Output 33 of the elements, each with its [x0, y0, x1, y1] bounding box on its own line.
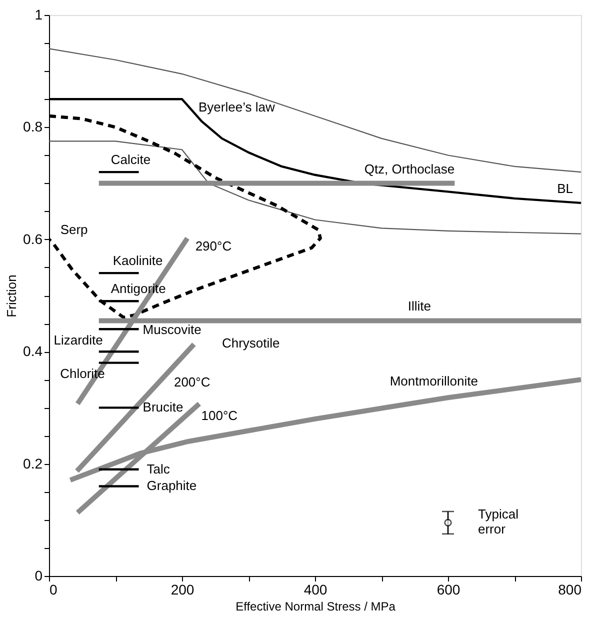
y-tick-label: 0.4 [23, 343, 43, 360]
series-label: Montmorillonite [390, 374, 478, 389]
x-tick-label: 600 [436, 582, 460, 598]
series-label: Graphite [146, 478, 197, 494]
y-tick-label: 0.6 [23, 230, 43, 247]
y-tick-label: 0 [34, 568, 43, 584]
annotation: Chrysotile [222, 335, 280, 350]
series-label: 290°C [195, 238, 232, 254]
x-tick-label: 0 [50, 582, 58, 598]
series-label: Calcite [110, 152, 151, 168]
annotation: Byerlee’s law [198, 100, 276, 115]
series-label: BL [557, 180, 573, 196]
series-label: 100°C [201, 408, 238, 423]
series-label: Kaolinite [112, 253, 163, 268]
x-tick-label: 800 [558, 582, 582, 598]
series-label: Talc [146, 461, 170, 476]
series-label: Lizardite [54, 332, 103, 348]
series-label: Qtz, Orthoclase [364, 161, 455, 176]
y-tick-label: 1 [34, 6, 43, 22]
legend-label: Chlorite [60, 366, 105, 381]
y-tick-label: 0.2 [23, 455, 43, 472]
y-tick-label: 0.8 [23, 118, 43, 135]
series-label: Antigorite [110, 281, 166, 296]
y-axis-title: Friction [4, 274, 20, 318]
series-label: Serp [60, 222, 88, 238]
x-axis-title: Effective Normal Stress / MPa [236, 600, 396, 614]
series-label: Brucite [142, 400, 184, 415]
series-label: Illite [408, 298, 431, 314]
series-label: Muscovite [142, 322, 202, 338]
text: Typical error [478, 506, 519, 537]
series-label: 200°C [174, 374, 210, 390]
x-tick-label: 400 [304, 582, 328, 598]
x-tick-label: 200 [170, 582, 194, 598]
